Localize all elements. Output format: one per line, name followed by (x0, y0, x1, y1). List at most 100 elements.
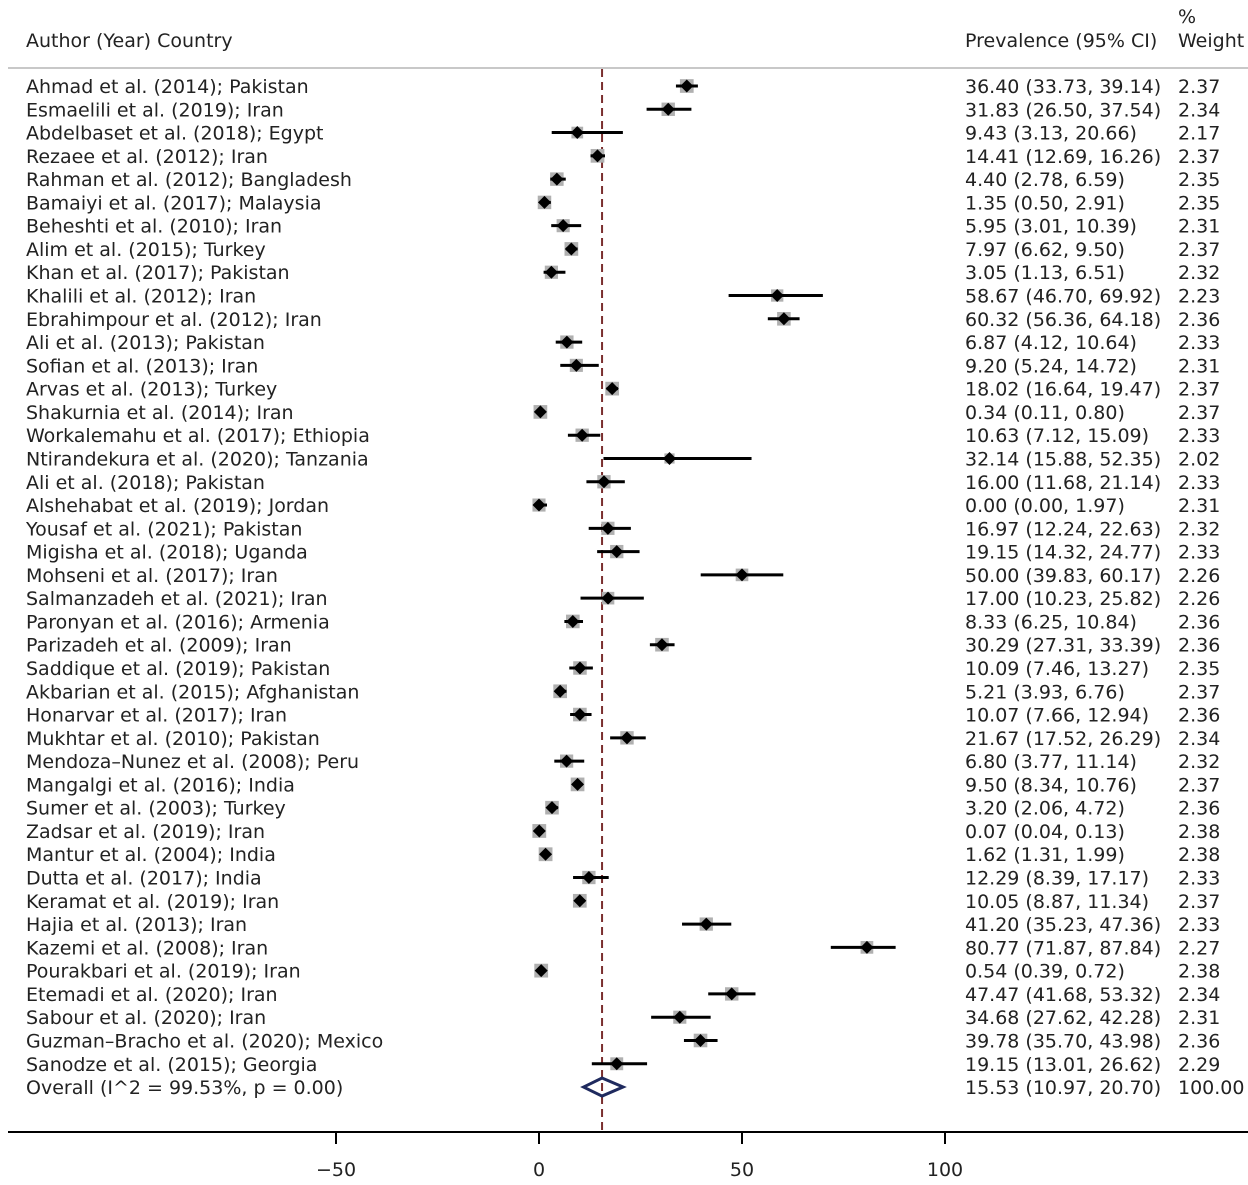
study-ci: 1.62 (1.31, 1.99) (965, 844, 1125, 866)
study-ci: 30.29 (27.31, 33.39) (965, 635, 1161, 657)
study-weight: 2.29 (1178, 1054, 1220, 1076)
study-weight: 2.35 (1178, 192, 1220, 214)
point-estimate (560, 754, 574, 768)
study-weight: 2.31 (1178, 216, 1220, 238)
point-estimate (610, 1057, 624, 1071)
study-label: Guzman–Bracho et al. (2020); Mexico (26, 1030, 383, 1052)
point-estimate (532, 498, 546, 512)
study-label: Mantur et al. (2004); India (26, 844, 276, 866)
study-weight: 2.33 (1178, 332, 1220, 354)
study-weight: 2.33 (1178, 868, 1220, 890)
point-estimate (564, 242, 578, 256)
overall-ci: 15.53 (10.97, 20.70) (965, 1077, 1161, 1099)
point-estimate (550, 172, 564, 186)
study-label: Workalemahu et al. (2017); Ethiopia (26, 425, 370, 447)
study-ci: 0.07 (0.04, 0.13) (965, 821, 1125, 843)
study-ci: 21.67 (17.52, 26.29) (965, 728, 1161, 750)
point-estimate (725, 987, 739, 1001)
point-estimate (532, 824, 546, 838)
point-estimate (601, 591, 615, 605)
study-weight: 2.37 (1178, 76, 1220, 98)
study-weight: 2.02 (1178, 448, 1220, 470)
study-weight: 2.36 (1178, 611, 1220, 633)
study-label: Hajia et al. (2013); Iran (26, 914, 247, 936)
study-weight: 2.36 (1178, 309, 1220, 331)
study-ci: 0.54 (0.39, 0.72) (965, 961, 1125, 983)
study-label: Akbarian et al. (2015); Afghanistan (26, 681, 359, 703)
study-ci: 16.97 (12.24, 22.63) (965, 518, 1161, 540)
study-weight: 2.33 (1178, 472, 1220, 494)
study-label: Sofian et al. (2013); Iran (26, 355, 258, 377)
study-weight: 2.38 (1178, 821, 1220, 843)
header-prevalence: Prevalence (95% CI) (965, 30, 1157, 52)
study-ci: 80.77 (71.87, 87.84) (965, 937, 1161, 959)
header-weight: Weight (1178, 30, 1244, 52)
study-label: Esmaelili et al. (2019); Iran (26, 99, 284, 121)
study-weight: 2.26 (1178, 588, 1220, 610)
study-weight: 2.36 (1178, 798, 1220, 820)
study-ci: 9.43 (3.13, 20.66) (965, 123, 1137, 145)
study-weight: 2.37 (1178, 774, 1220, 796)
study-ci: 39.78 (35.70, 43.98) (965, 1030, 1161, 1052)
study-weight: 2.33 (1178, 425, 1220, 447)
study-ci: 4.40 (2.78, 6.59) (965, 169, 1125, 191)
study-weight: 2.26 (1178, 565, 1220, 587)
study-weight: 2.36 (1178, 705, 1220, 727)
study-label: Alim et al. (2015); Turkey (26, 239, 266, 261)
study-weight: 2.37 (1178, 379, 1220, 401)
point-estimate (770, 289, 784, 303)
study-label: Bamaiyi et al. (2017); Malaysia (26, 192, 322, 214)
point-estimate (533, 405, 547, 419)
study-ci: 19.15 (14.32, 24.77) (965, 542, 1161, 564)
point-estimate (534, 964, 548, 978)
overall-label: Overall (I^2 = 99.53%, p = 0.00) (26, 1077, 343, 1099)
study-weight: 2.23 (1178, 286, 1220, 308)
study-weight: 2.36 (1178, 1030, 1220, 1052)
header-weight-percent: % (1178, 6, 1196, 28)
point-estimate (673, 1010, 687, 1024)
study-weight: 2.33 (1178, 914, 1220, 936)
point-estimate (566, 614, 580, 628)
point-estimate (777, 312, 791, 326)
study-weight: 2.34 (1178, 99, 1220, 121)
study-ci: 60.32 (56.36, 64.18) (965, 309, 1161, 331)
point-estimate (539, 847, 553, 861)
point-estimate (735, 568, 749, 582)
point-estimate (662, 451, 676, 465)
study-weight: 2.32 (1178, 262, 1220, 284)
study-weight: 2.38 (1178, 961, 1220, 983)
study-ci: 47.47 (41.68, 53.32) (965, 984, 1161, 1006)
study-label: Salmanzadeh et al. (2021); Iran (26, 588, 328, 610)
study-label: Alshehabat et al. (2019); Jordan (26, 495, 329, 517)
study-label: Zadsar et al. (2019); Iran (26, 821, 265, 843)
study-weight: 2.37 (1178, 146, 1220, 168)
study-ci: 19.15 (13.01, 26.62) (965, 1054, 1161, 1076)
study-label: Mohseni et al. (2017); Iran (26, 565, 278, 587)
study-label: Mangalgi et al. (2016); India (26, 774, 295, 796)
study-label: Yousaf et al. (2021); Pakistan (25, 518, 302, 540)
overall-weight: 100.00 (1178, 1077, 1244, 1099)
study-label: Ahmad et al. (2014); Pakistan (26, 76, 309, 98)
study-ci: 0.00 (0.00, 1.97) (965, 495, 1125, 517)
study-weight: 2.31 (1178, 355, 1220, 377)
study-label: Parizadeh et al. (2009); Iran (26, 635, 292, 657)
study-ci: 17.00 (10.23, 25.82) (965, 588, 1161, 610)
study-ci: 50.00 (39.83, 60.17) (965, 565, 1161, 587)
x-tick-label: 50 (730, 1159, 754, 1181)
study-ci: 8.33 (6.25, 10.84) (965, 611, 1137, 633)
study-ci: 18.02 (16.64, 19.47) (965, 379, 1161, 401)
study-ci: 31.83 (26.50, 37.54) (965, 99, 1161, 121)
study-weight: 2.37 (1178, 891, 1220, 913)
point-estimate (545, 801, 559, 815)
study-label: Migisha et al. (2018); Uganda (26, 542, 308, 564)
study-weight: 2.33 (1178, 542, 1220, 564)
study-weight: 2.32 (1178, 518, 1220, 540)
point-estimate (569, 358, 583, 372)
study-ci: 1.35 (0.50, 2.91) (965, 192, 1125, 214)
study-label: Abdelbaset et al. (2018); Egypt (26, 123, 324, 145)
study-rows: Ahmad et al. (2014); Pakistan 36.40 (33.7… (25, 76, 1244, 1099)
point-estimate (605, 382, 619, 396)
point-estimate (553, 684, 567, 698)
point-estimate (573, 894, 587, 908)
study-ci: 5.95 (3.01, 10.39) (965, 216, 1137, 238)
